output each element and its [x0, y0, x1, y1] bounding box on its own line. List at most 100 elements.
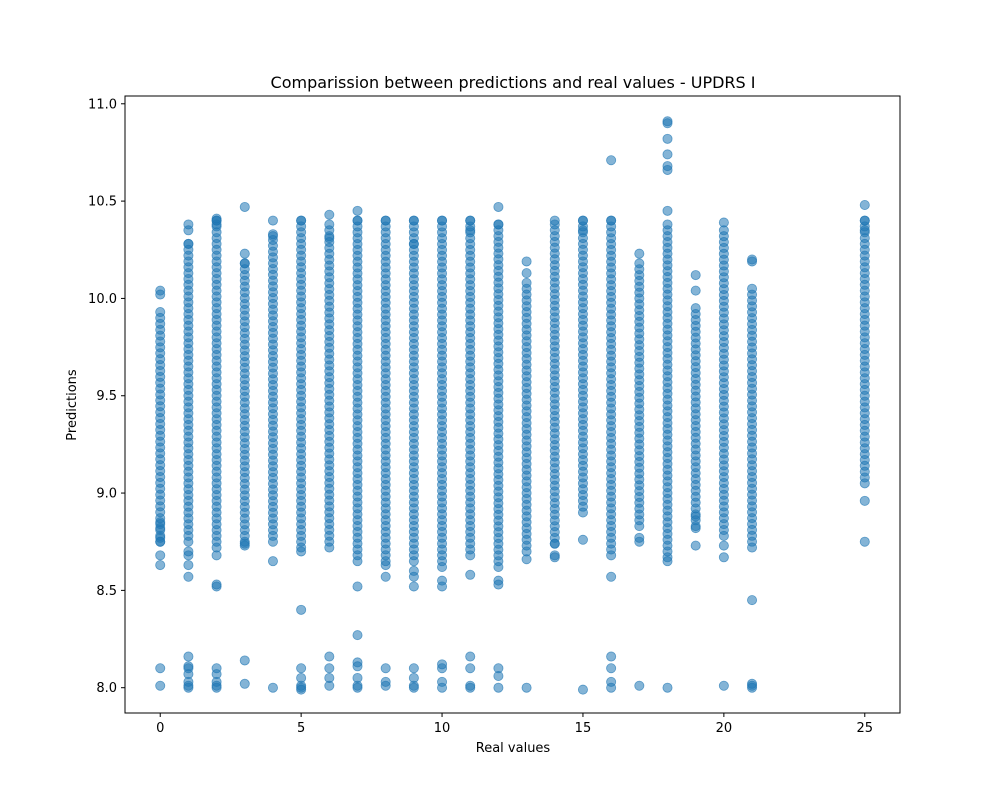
data-point	[690, 303, 701, 314]
data-point	[183, 571, 194, 582]
data-point	[352, 581, 363, 592]
data-point	[521, 554, 532, 565]
data-point	[267, 556, 278, 567]
data-point	[606, 571, 617, 582]
data-point	[380, 560, 391, 571]
x-tick-label: 10	[434, 721, 451, 736]
data-point	[577, 225, 588, 236]
data-point	[267, 215, 278, 226]
data-point	[549, 552, 560, 563]
data-point	[859, 495, 870, 506]
y-tick-label: 9.0	[96, 487, 117, 502]
data-point	[606, 155, 617, 166]
data-point	[747, 682, 758, 693]
data-point	[690, 270, 701, 281]
data-point	[634, 248, 645, 259]
data-point	[155, 663, 166, 674]
data-point	[267, 682, 278, 693]
y-axis-label: Predictions	[65, 369, 80, 441]
y-tick-label: 10.0	[88, 292, 117, 307]
data-point	[408, 215, 419, 226]
data-point	[296, 546, 307, 557]
data-point	[296, 684, 307, 695]
x-tick-label: 25	[856, 721, 873, 736]
data-point	[239, 678, 250, 689]
data-point	[408, 581, 419, 592]
data-point	[634, 536, 645, 547]
data-point	[718, 552, 729, 563]
data-point	[662, 556, 673, 567]
data-point	[662, 205, 673, 216]
data-point	[211, 219, 222, 230]
data-point	[324, 233, 335, 244]
data-point	[155, 536, 166, 547]
data-point	[859, 199, 870, 210]
data-point	[493, 682, 504, 693]
data-point	[465, 225, 476, 236]
data-point	[352, 215, 363, 226]
data-point	[859, 225, 870, 236]
data-point	[296, 604, 307, 615]
data-point	[239, 258, 250, 269]
data-point	[380, 571, 391, 582]
x-tick-label: 15	[575, 721, 592, 736]
data-point	[690, 285, 701, 296]
data-point	[690, 523, 701, 534]
data-point	[747, 256, 758, 267]
data-point	[239, 201, 250, 212]
data-point	[155, 560, 166, 571]
plot-frame	[124, 95, 901, 714]
data-point	[437, 581, 448, 592]
data-point	[155, 307, 166, 318]
data-point	[352, 630, 363, 641]
y-tick-label: 9.5	[96, 389, 117, 404]
data-point	[606, 215, 617, 226]
data-point	[718, 540, 729, 551]
data-point	[155, 550, 166, 561]
y-tick-label: 10.5	[88, 195, 117, 210]
data-point	[239, 540, 250, 551]
data-point	[211, 550, 222, 561]
data-point	[493, 201, 504, 212]
data-point	[183, 651, 194, 662]
data-point	[606, 682, 617, 693]
data-point	[155, 289, 166, 300]
data-point	[606, 663, 617, 674]
data-point	[465, 663, 476, 674]
data-point	[324, 219, 335, 230]
data-point	[267, 231, 278, 242]
data-point	[549, 538, 560, 549]
data-point	[577, 215, 588, 226]
data-point	[408, 663, 419, 674]
data-point	[577, 684, 588, 695]
x-tick-label: 0	[156, 721, 164, 736]
data-point	[662, 133, 673, 144]
data-point	[211, 581, 222, 592]
data-point	[521, 256, 532, 267]
data-point	[324, 680, 335, 691]
data-point	[859, 536, 870, 547]
data-point	[465, 569, 476, 580]
data-point	[239, 248, 250, 259]
data-point	[521, 682, 532, 693]
data-point	[690, 540, 701, 551]
data-point	[408, 238, 419, 249]
data-point	[634, 680, 645, 691]
data-point	[747, 283, 758, 294]
data-point	[324, 209, 335, 220]
data-point	[521, 277, 532, 288]
data-point	[155, 523, 166, 534]
data-point	[352, 682, 363, 693]
data-point	[662, 164, 673, 175]
data-point	[437, 682, 448, 693]
data-point	[493, 219, 504, 230]
data-point	[380, 680, 391, 691]
data-point	[662, 682, 673, 693]
data-point	[718, 217, 729, 228]
data-point	[380, 663, 391, 674]
data-point	[408, 682, 419, 693]
data-point	[408, 571, 419, 582]
data-point	[662, 219, 673, 230]
data-point	[183, 550, 194, 561]
